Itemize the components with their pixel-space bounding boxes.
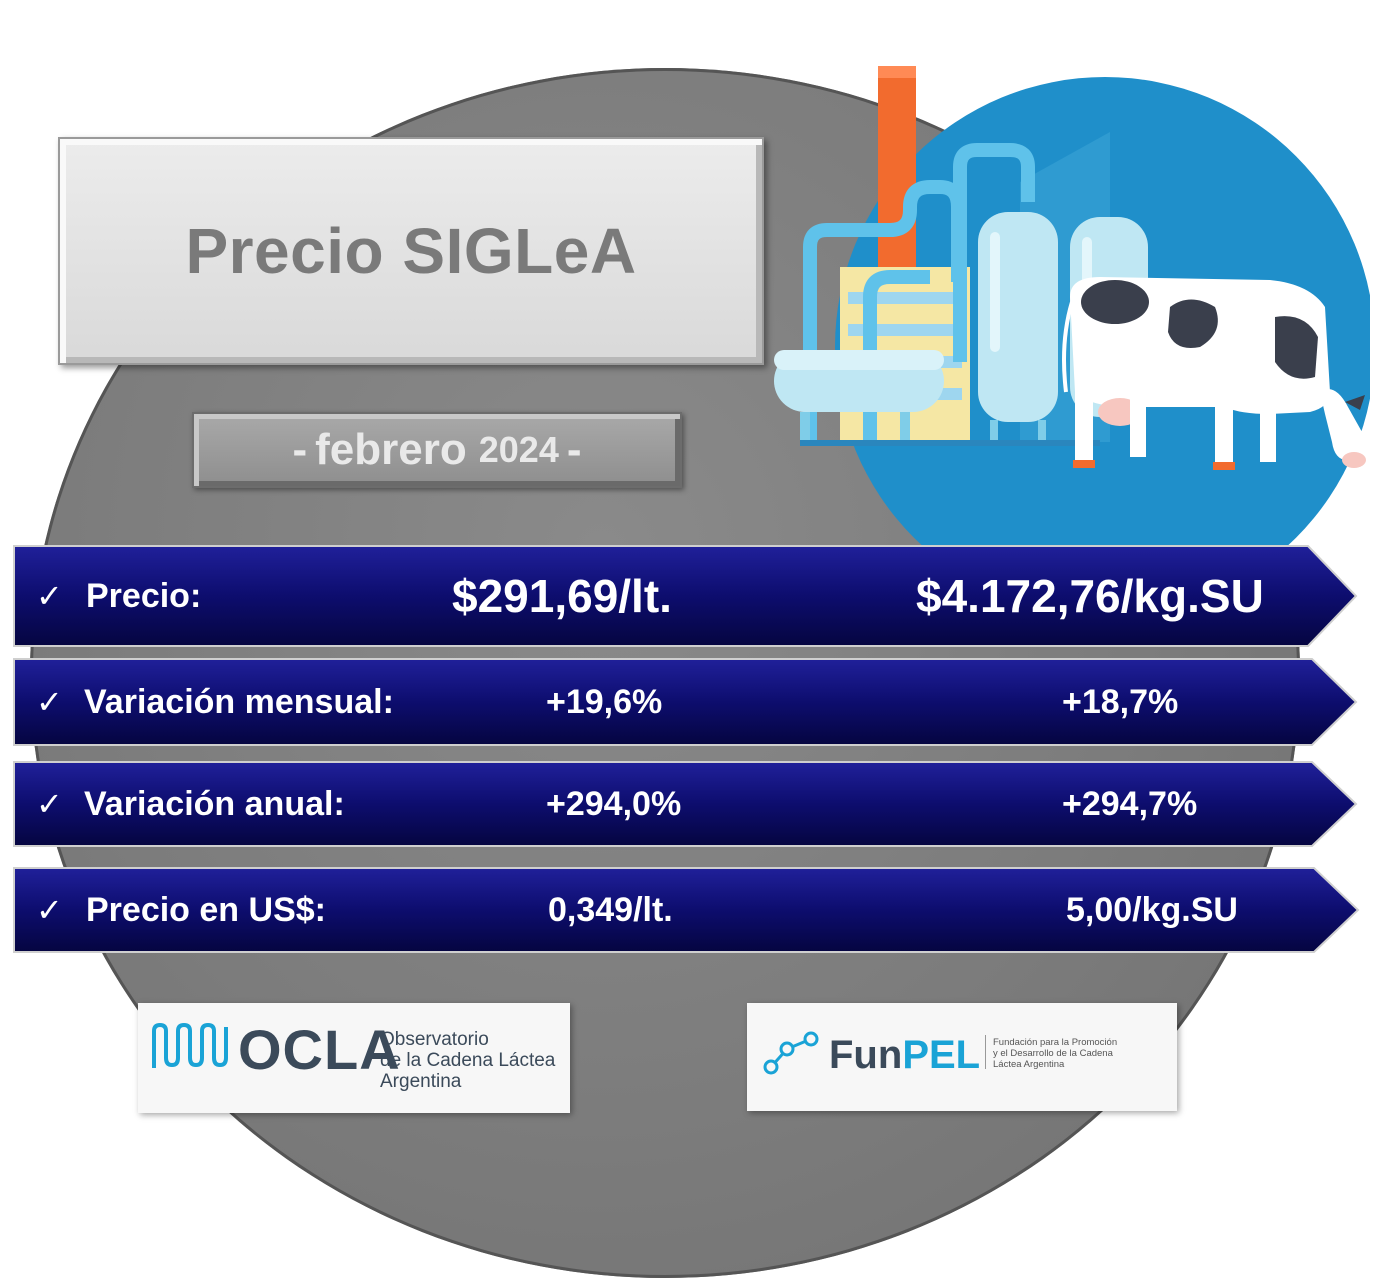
ocla-name: OCLA xyxy=(238,1018,401,1081)
date-dash-left: - xyxy=(292,425,308,474)
cow-illustration xyxy=(1062,277,1366,470)
ocla-line1: Observatorio xyxy=(380,1029,489,1050)
row-label: Variación mensual: xyxy=(84,682,394,721)
funpel-line3: Láctea Argentina xyxy=(993,1059,1065,1070)
check-icon: ✓ xyxy=(36,684,63,720)
funpel-network-logo xyxy=(763,1031,819,1075)
value-per-kg: +294,7% xyxy=(1062,784,1198,823)
ocla-logo: OCLA Observatorio de la Cadena Láctea Ar… xyxy=(138,1003,570,1113)
row-arrow-band xyxy=(13,545,1358,647)
funpel-name: FunPEL xyxy=(829,1033,980,1078)
date-panel: - febrero 2024 - xyxy=(192,412,682,488)
value-per-kg: +18,7% xyxy=(1062,682,1179,721)
date-year: 2024 xyxy=(478,429,559,470)
date-dash-right: - xyxy=(566,425,582,474)
funpel-tagline: Fundación para la Promoción y el Desarro… xyxy=(993,1037,1168,1070)
check-icon: ✓ xyxy=(36,892,63,928)
row-arrow-band xyxy=(13,867,1360,953)
ocla-line3: Argentina xyxy=(380,1071,462,1092)
value-per-liter: 0,349/lt. xyxy=(548,890,673,929)
dairy-factory-illustration xyxy=(774,66,1370,562)
value-per-kg: $4.172,76/kg.SU xyxy=(916,570,1264,622)
value-per-liter: +19,6% xyxy=(546,682,663,721)
title-panel: Precio SIGLeA xyxy=(58,137,764,365)
row-variacion-anual: ✓ Variación anual: +294,0% +294,7% xyxy=(12,760,1360,848)
ocla-line2: de la Cadena Láctea xyxy=(380,1050,556,1071)
date-month: febrero xyxy=(315,425,467,474)
check-icon: ✓ xyxy=(36,786,63,822)
row-variacion-mensual: ✓ Variación mensual: +19,6% +18,7% xyxy=(12,657,1360,746)
row-arrow-band xyxy=(13,658,1358,746)
row-label: Precio: xyxy=(86,576,202,615)
value-per-kg: 5,00/kg.SU xyxy=(1066,890,1238,929)
funpel-line2: y el Desarrollo de la Cadena xyxy=(993,1048,1113,1059)
check-icon: ✓ xyxy=(36,578,63,614)
funpel-line1: Fundación para la Promoción xyxy=(993,1037,1118,1048)
value-per-liter: +294,0% xyxy=(546,784,682,823)
page-title: Precio SIGLeA xyxy=(185,215,637,287)
row-precio-usd: ✓ Precio en US$: 0,349/lt. 5,00/kg.SU xyxy=(12,866,1360,954)
value-per-liter: $291,69/lt. xyxy=(452,570,672,622)
funpel-name-fun: Fun xyxy=(829,1033,903,1077)
funpel-name-pel: PEL xyxy=(902,1033,981,1077)
ocla-wave-logo xyxy=(152,1023,228,1068)
funpel-divider xyxy=(985,1035,986,1069)
row-arrow-band xyxy=(13,761,1358,847)
row-label: Variación anual: xyxy=(84,784,345,823)
row-label: Precio en US$: xyxy=(86,890,326,929)
funpel-logo: FunPEL Fundación para la Promoción y el … xyxy=(747,1003,1177,1111)
row-precio: ✓ Precio: $291,69/lt. $4.172,76/kg.SU xyxy=(12,544,1360,647)
